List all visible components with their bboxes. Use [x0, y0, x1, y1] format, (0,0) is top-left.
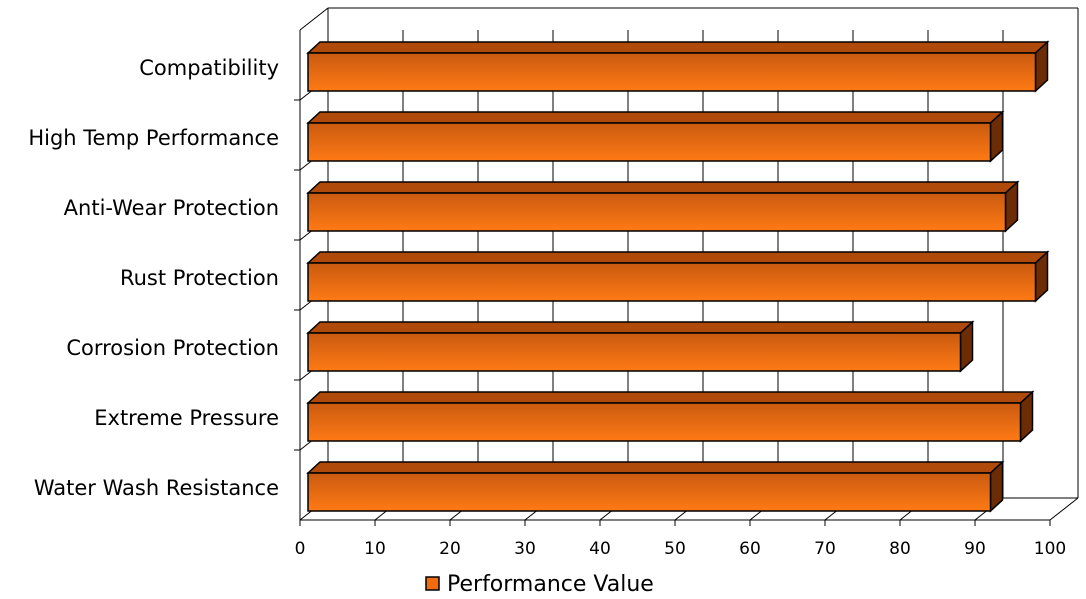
x-tick-label-0: 0 — [295, 539, 306, 559]
category-label-anti-wear-protection: Anti-Wear Protection — [64, 196, 279, 220]
legend-swatch — [425, 576, 440, 591]
x-tick-label-30: 30 — [514, 539, 536, 559]
x-tick-label-70: 70 — [814, 539, 836, 559]
x-tick-label-100: 100 — [1034, 539, 1066, 559]
x-tick-label-10: 10 — [364, 539, 386, 559]
legend: Performance Value — [425, 572, 654, 597]
bar-compatibility — [306, 40, 1050, 93]
category-label-high-temp-performance: High Temp Performance — [28, 126, 279, 150]
x-tick-label-40: 40 — [589, 539, 611, 559]
x-tick-label-90: 90 — [964, 539, 986, 559]
x-tick-label-60: 60 — [739, 539, 761, 559]
bar-top-face — [306, 181, 1020, 194]
bar-front-face — [307, 52, 1037, 92]
floor-line-100 — [1049, 497, 1079, 521]
category-label-rust-protection: Rust Protection — [120, 266, 279, 290]
bar-top-face — [306, 461, 1005, 474]
category-label-compatibility: Compatibility — [139, 56, 279, 80]
category-label-extreme-pressure: Extreme Pressure — [94, 406, 279, 430]
side-wall-top — [299, 7, 329, 31]
bars — [306, 40, 1050, 513]
legend-label: Performance Value — [447, 572, 654, 597]
bar-rust-protection — [306, 250, 1050, 303]
x-tick-label-50: 50 — [664, 539, 686, 559]
category-labels: Compatibility High Temp Performance Anti-W… — [28, 56, 279, 500]
bar-top-face — [306, 41, 1050, 54]
bar-top-face — [306, 111, 1005, 124]
x-tick-label-20: 20 — [439, 539, 461, 559]
bar-anti-wear-protection — [306, 180, 1020, 233]
category-label-corrosion-protection: Corrosion Protection — [66, 336, 279, 360]
category-label-water-wash-resistance: Water Wash Resistance — [34, 476, 279, 500]
bar-extreme-pressure — [306, 390, 1035, 443]
x-tick-labels: 0 10 20 30 40 50 60 70 80 90 100 — [295, 539, 1067, 559]
bar-front-face — [307, 262, 1037, 302]
x-tick-label-80: 80 — [889, 539, 911, 559]
bar-corrosion-protection — [306, 320, 975, 373]
bar-front-face — [307, 472, 992, 512]
bar-water-wash-resistance — [306, 460, 1005, 513]
bar-top-face — [306, 321, 975, 334]
bar-front-face — [307, 192, 1007, 232]
bar-front-face — [307, 332, 962, 372]
bar-top-face — [306, 391, 1035, 404]
bar-front-face — [307, 122, 992, 162]
bar-top-face — [306, 251, 1050, 264]
bar-front-face — [307, 402, 1022, 442]
bar-high-temp-performance — [306, 110, 1005, 163]
